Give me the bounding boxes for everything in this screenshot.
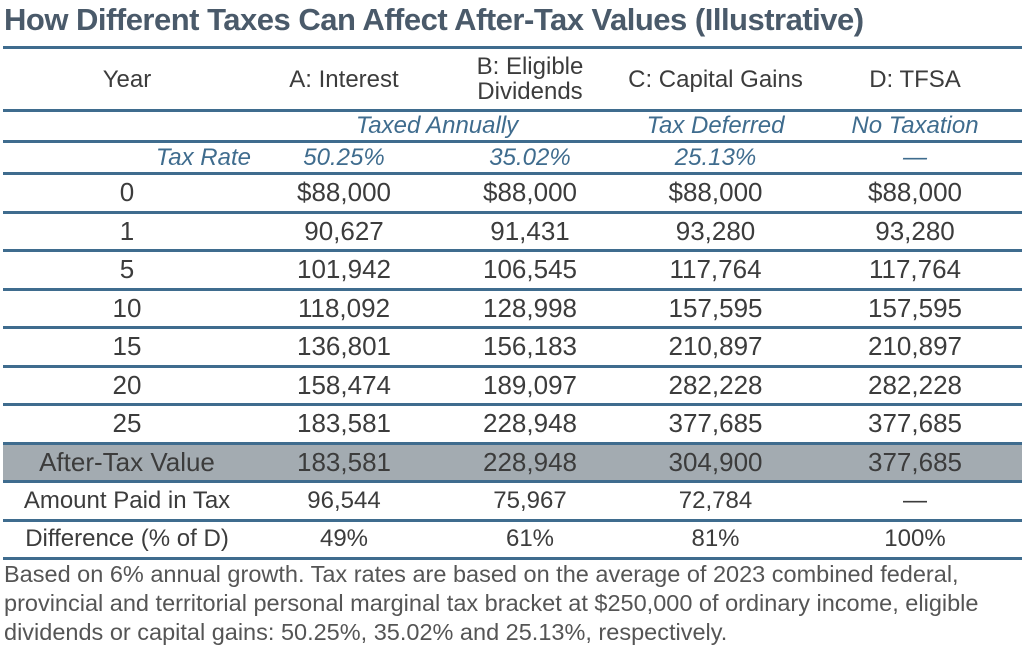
summary-label: Difference (% of D) xyxy=(25,525,229,553)
year-cell: 15 xyxy=(112,331,142,362)
table-row: 5 101,942 106,545 117,764 117,764 xyxy=(3,252,1022,291)
treatment-no-taxation: No Taxation xyxy=(851,112,979,139)
capital-gains-cell: 157,595 xyxy=(668,292,763,323)
tfsa-cell: — xyxy=(903,486,927,514)
dividends-cell: 228,948 xyxy=(483,446,577,477)
tax-rate-c: 25.13% xyxy=(674,143,757,171)
interest-cell: 90,627 xyxy=(304,215,384,246)
capital-gains-cell: $88,000 xyxy=(668,177,763,208)
page-title: How Different Taxes Can Affect After-Tax… xyxy=(4,2,864,37)
treatment-tax-deferred: Tax Deferred xyxy=(646,112,785,139)
table-row: 25 183,581 228,948 377,685 377,685 xyxy=(3,406,1022,445)
summary-label: After-Tax Value xyxy=(39,446,215,477)
header-interest: A: Interest xyxy=(289,65,399,93)
tfsa-cell: 117,764 xyxy=(868,254,962,285)
after-tax-value-row: After-Tax Value 183,581 228,948 304,900 … xyxy=(3,444,1022,483)
header-eligible-dividends-line1: B: Eligible xyxy=(476,53,584,80)
interest-cell: 183,581 xyxy=(297,446,391,477)
capital-gains-cell: 304,900 xyxy=(668,446,763,477)
difference-row: Difference (% of D) 49% 61% 81% 100% xyxy=(3,522,1022,560)
tfsa-cell: 100% xyxy=(884,525,946,553)
summary-label: Amount Paid in Tax xyxy=(23,486,231,514)
dividends-cell: 228,948 xyxy=(483,408,577,439)
tax-rate-b: 35.02% xyxy=(489,143,571,171)
interest-cell: 183,581 xyxy=(297,408,391,439)
table-row: 1 90,627 91,431 93,280 93,280 xyxy=(3,214,1022,252)
interest-cell: $88,000 xyxy=(297,177,391,208)
table-row: 0 $88,000 $88,000 $88,000 $88,000 xyxy=(3,175,1022,214)
tax-rate-a: 50.25% xyxy=(303,143,385,171)
tfsa-cell: 377,685 xyxy=(868,408,962,439)
dividends-cell: 106,545 xyxy=(483,254,577,285)
capital-gains-cell: 117,764 xyxy=(669,254,762,285)
capital-gains-cell: 377,685 xyxy=(668,408,763,439)
treatment-taxed-annually: Taxed Annually xyxy=(355,112,519,139)
year-cell: 10 xyxy=(112,292,142,323)
interest-cell: 96,544 xyxy=(307,486,381,514)
amount-paid-in-tax-row: Amount Paid in Tax 96,544 75,967 72,784 … xyxy=(3,483,1022,522)
tax-comparison-table: Year A: Interest B: Eligible Dividends C… xyxy=(3,46,1022,560)
year-cell: 5 xyxy=(119,254,135,285)
capital-gains-cell: 282,228 xyxy=(668,369,763,400)
tfsa-cell: 377,685 xyxy=(868,446,962,477)
dividends-cell: 128,998 xyxy=(483,292,577,323)
interest-cell: 136,801 xyxy=(297,331,391,362)
tfsa-cell: 157,595 xyxy=(868,292,962,323)
tfsa-cell: 282,228 xyxy=(868,369,962,400)
interest-cell: 158,474 xyxy=(297,369,391,400)
dividends-cell: 75,967 xyxy=(493,486,567,514)
table-row: 10 118,092 128,998 157,595 157,595 xyxy=(3,291,1022,329)
header-capital-gains: C: Capital Gains xyxy=(628,65,803,93)
interest-cell: 49% xyxy=(319,525,369,553)
capital-gains-cell: 72,784 xyxy=(678,486,753,514)
header-tfsa: D: TFSA xyxy=(869,65,961,93)
year-cell: 20 xyxy=(112,369,142,400)
tfsa-cell: 93,280 xyxy=(875,215,955,246)
capital-gains-cell: 93,280 xyxy=(675,215,756,246)
capital-gains-cell: 81% xyxy=(691,525,740,553)
year-cell: 1 xyxy=(119,215,135,246)
dividends-cell: 91,431 xyxy=(490,215,570,246)
year-cell: 0 xyxy=(119,177,135,208)
tax-rate-label: Tax Rate xyxy=(155,143,251,171)
table-row: 15 136,801 156,183 210,897 210,897 xyxy=(3,329,1022,368)
tax-rate-row: Tax Rate 50.25% 35.02% 25.13% — xyxy=(3,143,1022,175)
dividends-cell: 189,097 xyxy=(483,369,577,400)
year-cell: 25 xyxy=(112,408,142,439)
header-row: Year A: Interest B: Eligible Dividends C… xyxy=(3,46,1022,112)
header-eligible-dividends-line2: Dividends xyxy=(477,78,583,105)
tfsa-cell: 210,897 xyxy=(868,331,962,362)
tax-rate-d: — xyxy=(903,143,927,171)
footnote: Based on 6% annual growth. Tax rates are… xyxy=(4,561,979,645)
header-eligible-dividends: B: Eligible Dividends xyxy=(437,54,623,104)
treatment-row: Taxed Annually Tax Deferred No Taxation xyxy=(3,112,1022,143)
dividends-cell: 61% xyxy=(505,525,555,553)
dividends-cell: 156,183 xyxy=(483,331,577,362)
capital-gains-cell: 210,897 xyxy=(668,331,763,362)
dividends-cell: $88,000 xyxy=(483,177,577,208)
interest-cell: 101,942 xyxy=(297,254,391,285)
tfsa-cell: $88,000 xyxy=(868,177,962,208)
header-year: Year xyxy=(102,65,152,93)
interest-cell: 118,092 xyxy=(297,292,391,323)
table-row: 20 158,474 189,097 282,228 282,228 xyxy=(3,368,1022,406)
